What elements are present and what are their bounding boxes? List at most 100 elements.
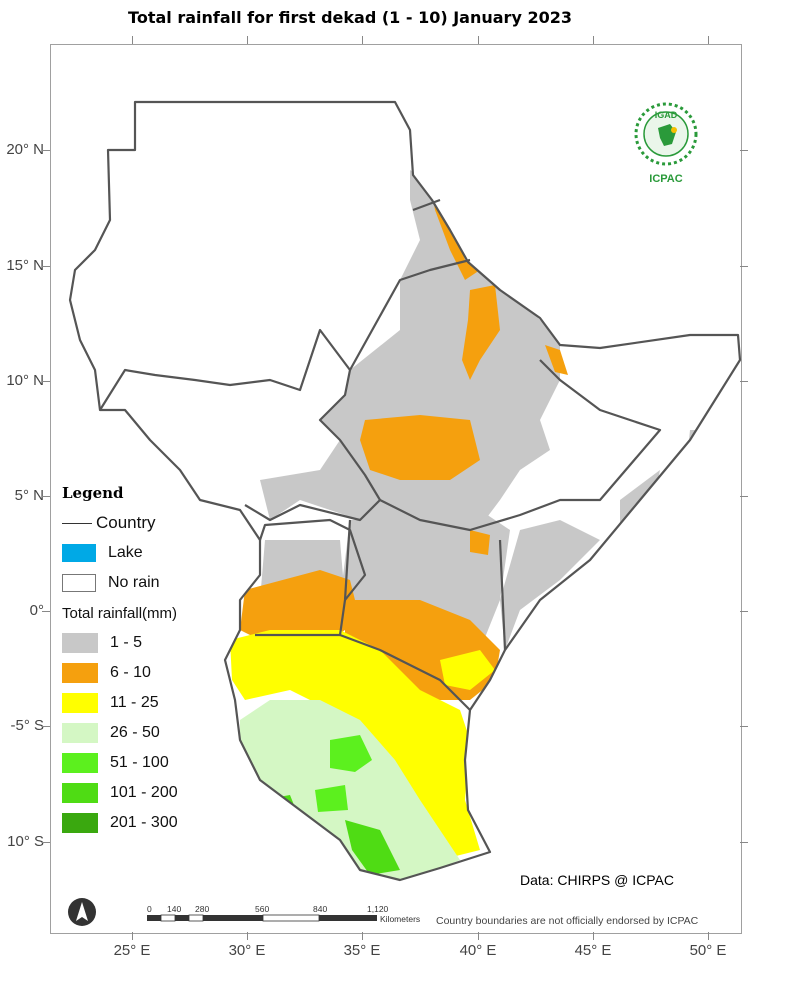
- legend-class-row: 1 - 5: [62, 628, 242, 658]
- lake-swatch: [62, 544, 96, 562]
- legend-class-row: 11 - 25: [62, 688, 242, 718]
- rain-26-50-region: [240, 700, 460, 880]
- tick: [42, 611, 50, 612]
- lat-label-5n: 5° N: [14, 487, 44, 504]
- tick: [42, 266, 50, 267]
- legend-no-rain: No rain: [62, 568, 242, 598]
- scale-unit: Kilometers: [380, 914, 420, 924]
- igad-icpac-logo: IGAD ICPAC: [628, 100, 704, 190]
- tick: [740, 266, 748, 267]
- legend-class-swatch: [62, 723, 98, 743]
- tick: [362, 36, 363, 44]
- legend-class-row: 201 - 300: [62, 808, 242, 838]
- north-arrow-icon: [68, 898, 96, 926]
- lat-label-0: 0°: [29, 602, 44, 619]
- lat-label-15n: 15° N: [6, 257, 44, 274]
- legend-lake: Lake: [62, 538, 242, 568]
- legend-country-label: Country: [96, 513, 156, 532]
- rain-1-5-region: [260, 170, 560, 550]
- scale-tick-label: 140: [167, 904, 181, 914]
- scale-tick-label: 560: [255, 904, 269, 914]
- country-boundary: [258, 518, 367, 601]
- tick: [740, 150, 748, 151]
- no-rain-swatch: [62, 574, 96, 592]
- tick: [42, 150, 50, 151]
- legend-total-title: Total rainfall(mm): [62, 604, 178, 622]
- tick: [42, 381, 50, 382]
- scale-tick-label: 840: [313, 904, 327, 914]
- tick: [42, 726, 50, 727]
- legend-classes: 1 - 5 6 - 10 11 - 25 26 - 50 51 - 100 101 - 2…: [62, 628, 242, 838]
- lat-label-5s: -5° S: [10, 717, 44, 734]
- tick: [247, 36, 248, 44]
- igad-emblem-icon: IGAD ICPAC: [634, 102, 698, 185]
- map-title: Total rainfall for first dekad (1 - 10) …: [128, 8, 572, 27]
- legend-class-swatch: [62, 753, 98, 773]
- rain-6-10-region: [470, 530, 490, 555]
- country-boundary: [412, 198, 441, 212]
- legend-class-row: 51 - 100: [62, 748, 242, 778]
- legend-class-swatch: [62, 633, 98, 653]
- tick: [42, 496, 50, 497]
- tick: [740, 842, 748, 843]
- legend-class-row: 6 - 10: [62, 658, 242, 688]
- country-boundary: [498, 539, 507, 651]
- rain-101-200-region: [345, 820, 400, 875]
- tick: [362, 932, 363, 940]
- legend-class-swatch: [62, 783, 98, 803]
- lon-label-40e: 40° E: [459, 942, 497, 959]
- legend-class-label: 11 - 25: [110, 694, 159, 711]
- country-boundary: [99, 328, 382, 522]
- rain-6-10-region: [360, 415, 480, 480]
- country-line-symbol: [62, 522, 92, 524]
- legend-class-swatch: [62, 813, 98, 833]
- legend-lake-label: Lake: [108, 544, 143, 561]
- boundary-disclaimer: Country boundaries are not officially en…: [436, 915, 699, 927]
- tick: [247, 932, 248, 940]
- tick: [708, 36, 709, 44]
- rain-6-10-region: [545, 345, 568, 375]
- lon-label-25e: 25° E: [113, 942, 151, 959]
- legend-class-swatch: [62, 663, 98, 683]
- lat-label-20n: 20° N: [6, 141, 44, 158]
- tick: [132, 36, 133, 44]
- tick: [132, 932, 133, 940]
- lon-label-30e: 30° E: [228, 942, 266, 959]
- tick: [478, 36, 479, 44]
- country-boundary: [68, 100, 742, 882]
- lon-label-45e: 45° E: [574, 942, 612, 959]
- legend-title: Legend: [62, 484, 124, 502]
- legend-class-label: 101 - 200: [110, 784, 178, 801]
- tick: [593, 932, 594, 940]
- map-legend: Legend Country Lake No rain Total rainfa…: [62, 484, 242, 838]
- rain-6-10-region: [240, 570, 360, 640]
- country-boundary: [349, 258, 471, 371]
- tick: [740, 611, 748, 612]
- legend-class-row: 26 - 50: [62, 718, 242, 748]
- legend-class-row: 101 - 200: [62, 778, 242, 808]
- tick: [740, 496, 748, 497]
- rain-11-25-region: [440, 650, 495, 690]
- scale-tick-label: 1,120: [367, 904, 389, 914]
- lon-label-35e: 35° E: [343, 942, 381, 959]
- rain-51-100-region: [315, 785, 348, 812]
- legend-no-rain-label: No rain: [108, 574, 160, 591]
- legend-class-label: 6 - 10: [110, 664, 151, 681]
- rain-51-100-region: [330, 735, 372, 772]
- legend-class-swatch: [62, 693, 98, 713]
- tick: [593, 36, 594, 44]
- lat-label-10n: 10° N: [6, 372, 44, 389]
- logo-top-text: IGAD: [655, 110, 678, 120]
- scale-bar-graphic: 0 140 280 560 840 1,120 Kilometers: [147, 904, 420, 924]
- tick: [708, 932, 709, 940]
- scale-bar: 0 140 280 560 840 1,120 Kilometers: [147, 903, 433, 932]
- legend-class-label: 1 - 5: [110, 634, 143, 651]
- rain-6-10-region: [462, 285, 500, 380]
- country-boundary: [338, 519, 471, 711]
- tick: [42, 842, 50, 843]
- legend-class-label: 26 - 50: [110, 724, 160, 741]
- tick: [478, 932, 479, 940]
- lon-label-50e: 50° E: [689, 942, 727, 959]
- legend-class-label: 51 - 100: [110, 754, 169, 771]
